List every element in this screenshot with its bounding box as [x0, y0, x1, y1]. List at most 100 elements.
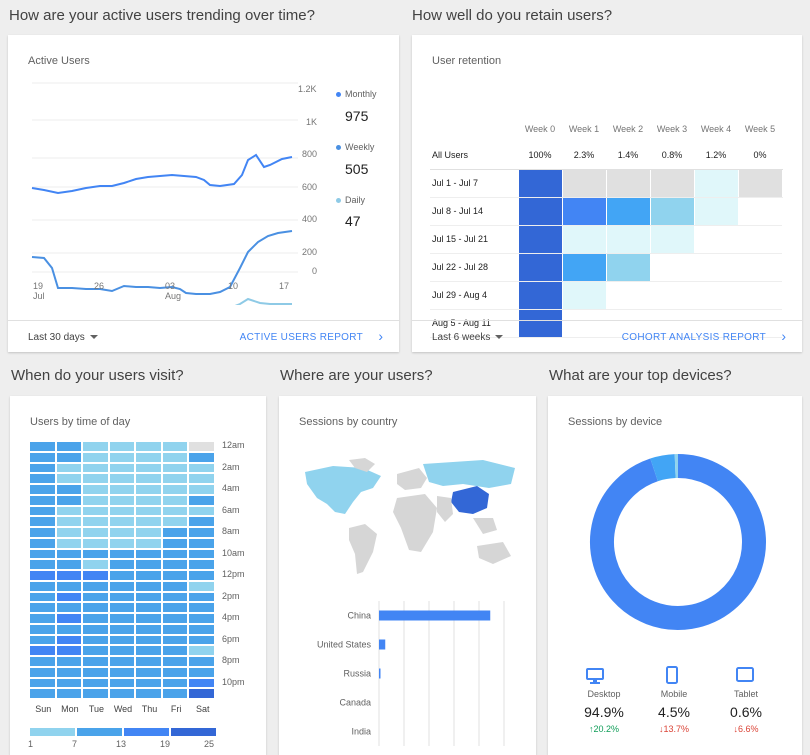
heatmap-cell[interactable]: [136, 442, 161, 451]
retention-cell[interactable]: [517, 224, 563, 254]
heatmap-cell[interactable]: [56, 667, 82, 677]
heatmap-cell[interactable]: [30, 463, 55, 473]
heatmap-cell[interactable]: [83, 474, 108, 483]
heatmap-cell[interactable]: [189, 657, 214, 666]
heatmap-cell[interactable]: [56, 485, 82, 494]
heatmap-cell[interactable]: [136, 538, 161, 548]
heatmap-cell[interactable]: [83, 442, 108, 451]
heatmap-cell[interactable]: [189, 485, 214, 494]
heatmap-cell[interactable]: [30, 678, 55, 688]
heatmap-cell[interactable]: [30, 495, 55, 505]
heatmap-cell[interactable]: [109, 452, 135, 462]
heatmap-cell[interactable]: [109, 506, 135, 516]
heatmap-cell[interactable]: [136, 463, 161, 473]
heatmap-cell[interactable]: [109, 657, 135, 666]
heatmap-cell[interactable]: [109, 571, 135, 580]
heatmap-cell[interactable]: [136, 635, 161, 645]
donut-slice-desktop[interactable]: [590, 454, 766, 630]
heatmap-cell[interactable]: [30, 560, 55, 569]
heatmap-cell[interactable]: [56, 603, 82, 612]
heatmap-cell[interactable]: [56, 624, 82, 634]
heatmap-cell[interactable]: [83, 614, 108, 623]
heatmap-cell[interactable]: [162, 592, 188, 602]
heatmap-cell[interactable]: [189, 592, 214, 602]
map-africa[interactable]: [393, 494, 437, 552]
heatmap-cell[interactable]: [162, 528, 188, 537]
heatmap-cell[interactable]: [109, 635, 135, 645]
retention-cell[interactable]: [693, 196, 739, 226]
heatmap-cell[interactable]: [30, 485, 55, 494]
heatmap-cell[interactable]: [136, 560, 161, 569]
heatmap-cell[interactable]: [189, 667, 214, 677]
heatmap-cell[interactable]: [83, 506, 108, 516]
heatmap-cell[interactable]: [162, 485, 188, 494]
heatmap-cell[interactable]: [189, 624, 214, 634]
heatmap-cell[interactable]: [136, 495, 161, 505]
heatmap-cell[interactable]: [189, 678, 214, 688]
heatmap-cell[interactable]: [56, 528, 82, 537]
heatmap-cell[interactable]: [56, 549, 82, 559]
heatmap-cell[interactable]: [109, 624, 135, 634]
heatmap-cell[interactable]: [162, 603, 188, 612]
heatmap-cell[interactable]: [109, 560, 135, 569]
heatmap-cell[interactable]: [189, 528, 214, 537]
retention-cell[interactable]: [561, 280, 607, 310]
heatmap-cell[interactable]: [136, 592, 161, 602]
retention-cell[interactable]: [561, 252, 607, 282]
heatmap-cell[interactable]: [83, 678, 108, 688]
heatmap-cell[interactable]: [189, 646, 214, 655]
heatmap-cell[interactable]: [162, 571, 188, 580]
retention-cell[interactable]: [517, 308, 563, 338]
heatmap-cell[interactable]: [56, 581, 82, 591]
heatmap-cell[interactable]: [109, 646, 135, 655]
heatmap-cell[interactable]: [189, 506, 214, 516]
heatmap-cell[interactable]: [56, 442, 82, 451]
map-india[interactable]: [437, 496, 453, 522]
retention-cell[interactable]: [737, 168, 783, 198]
heatmap-cell[interactable]: [30, 614, 55, 623]
heatmap-cell[interactable]: [56, 452, 82, 462]
heatmap-cell[interactable]: [56, 571, 82, 580]
heatmap-cell[interactable]: [162, 657, 188, 666]
heatmap-cell[interactable]: [56, 560, 82, 569]
heatmap-cell[interactable]: [136, 624, 161, 634]
heatmap-cell[interactable]: [162, 442, 188, 451]
heatmap-cell[interactable]: [56, 474, 82, 483]
heatmap-cell[interactable]: [189, 442, 214, 451]
heatmap-cell[interactable]: [83, 452, 108, 462]
heatmap-cell[interactable]: [30, 657, 55, 666]
heatmap-cell[interactable]: [136, 528, 161, 537]
heatmap-cell[interactable]: [83, 571, 108, 580]
heatmap-cell[interactable]: [83, 657, 108, 666]
heatmap-cell[interactable]: [162, 614, 188, 623]
heatmap-cell[interactable]: [30, 506, 55, 516]
retention-cell[interactable]: [605, 196, 651, 226]
heatmap-cell[interactable]: [56, 635, 82, 645]
heatmap-cell[interactable]: [30, 646, 55, 655]
map-south-america[interactable]: [349, 524, 377, 574]
heatmap-cell[interactable]: [109, 667, 135, 677]
retention-cell[interactable]: [561, 196, 607, 226]
heatmap-cell[interactable]: [30, 538, 55, 548]
heatmap-cell[interactable]: [136, 571, 161, 580]
heatmap-cell[interactable]: [83, 495, 108, 505]
heatmap-cell[interactable]: [189, 517, 214, 526]
heatmap-cell[interactable]: [162, 667, 188, 677]
heatmap-cell[interactable]: [109, 528, 135, 537]
map-china[interactable]: [451, 486, 489, 514]
heatmap-cell[interactable]: [189, 452, 214, 462]
heatmap-cell[interactable]: [56, 646, 82, 655]
heatmap-cell[interactable]: [56, 689, 82, 698]
heatmap-cell[interactable]: [30, 452, 55, 462]
country-bar[interactable]: [379, 639, 386, 650]
heatmap-cell[interactable]: [136, 581, 161, 591]
heatmap-cell[interactable]: [162, 689, 188, 698]
retention-cell[interactable]: [605, 252, 651, 282]
heatmap-cell[interactable]: [136, 603, 161, 612]
heatmap-cell[interactable]: [56, 657, 82, 666]
heatmap-cell[interactable]: [109, 592, 135, 602]
heatmap-cell[interactable]: [83, 592, 108, 602]
heatmap-cell[interactable]: [30, 442, 55, 451]
heatmap-cell[interactable]: [136, 667, 161, 677]
heatmap-cell[interactable]: [109, 442, 135, 451]
